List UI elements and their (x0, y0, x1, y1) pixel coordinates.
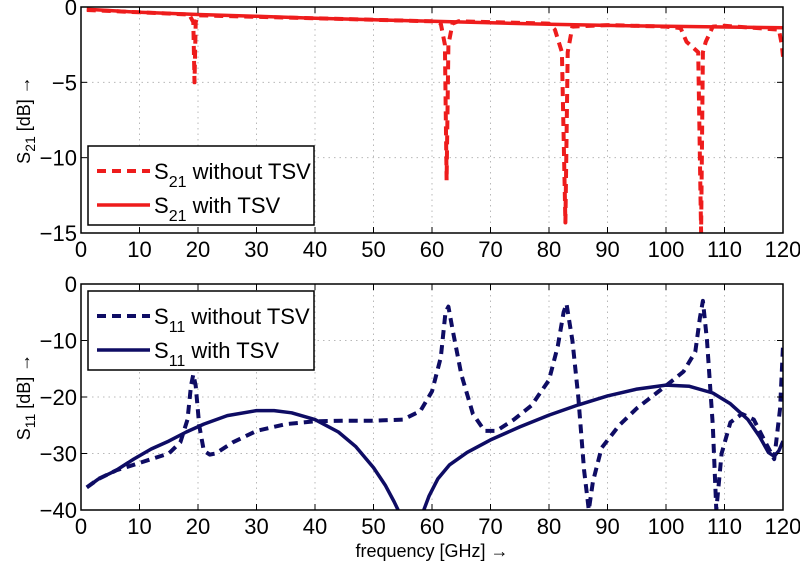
ticks: 0 10 20 30 40 50 60 70 80 90 100 110 120 0 −5 −10 −15 (40, 0, 800, 262)
s21-plot: 0 10 20 30 40 50 60 70 80 90 100 110 120 0 −5 −10 −15 S21… (14, 0, 800, 262)
x-tick-label: 110 (707, 237, 742, 262)
x-tick-label: 70 (478, 237, 502, 262)
y-axis-label: S11 [dB] → (14, 354, 38, 441)
x-tick-label: 30 (244, 514, 268, 539)
y-tick-label: −30 (40, 442, 77, 467)
x-tick-label: 90 (595, 237, 619, 262)
x-tick-label: 20 (186, 237, 210, 262)
legend-box (87, 145, 315, 226)
x-tick-label: 10 (127, 514, 151, 539)
y-tick-label: 0 (65, 0, 77, 20)
x-tick-label: 90 (595, 514, 619, 539)
x-tick-label: 60 (420, 514, 444, 539)
x-tick-label: 0 (75, 514, 87, 539)
series-group (86, 7, 783, 233)
legend-box (87, 290, 315, 371)
x-tick-label: 40 (303, 514, 327, 539)
s11-without-tsv-line (85, 298, 783, 510)
x-tick-label: 0 (75, 237, 87, 262)
x-tick-label: 80 (537, 514, 561, 539)
y-tick-label: 0 (65, 272, 77, 297)
y-tick-label: −10 (40, 329, 77, 354)
x-tick-label: 80 (537, 237, 561, 262)
x-tick-label: 10 (127, 237, 151, 262)
s11-plot: 0 10 20 30 40 50 60 70 80 90 100 110 120 0 −10 −20 −30 −4… (14, 272, 800, 561)
y-tick-label: −40 (40, 498, 77, 523)
x-tick-label: 120 (765, 514, 800, 539)
x-tick-label: 60 (420, 237, 444, 262)
x-tick-label: 50 (361, 237, 385, 262)
x-tick-label: 50 (361, 514, 385, 539)
ticks: 0 10 20 30 40 50 60 70 80 90 100 110 120 0 −10 −20 −30 −4… (40, 272, 800, 539)
x-tick-label: 100 (648, 514, 685, 539)
legend-label: S11 without TSV (154, 304, 310, 336)
legend-label: S21 with TSV (154, 193, 281, 225)
legend-label: S21 without TSV (154, 159, 311, 191)
x-tick-label: 110 (707, 514, 742, 539)
x-tick-label: 40 (303, 237, 327, 262)
legend-label: S11 with TSV (154, 338, 279, 370)
s11-with-tsv-line-segment-2 (422, 383, 783, 510)
x-tick-label: 100 (648, 237, 685, 262)
x-axis-label: frequency [GHz] → (355, 541, 508, 561)
y-tick-label: −20 (40, 385, 77, 410)
y-tick-label: −15 (40, 221, 77, 246)
y-tick-label: −5 (52, 70, 77, 95)
x-tick-label: 70 (478, 514, 502, 539)
s11-with-tsv-line (85, 408, 400, 510)
y-tick-label: −10 (40, 146, 77, 171)
y-axis-label: S21 [dB] → (14, 76, 38, 164)
x-tick-label: 120 (765, 237, 800, 262)
series-group (85, 298, 783, 510)
x-tick-label: 20 (186, 514, 210, 539)
x-tick-label: 30 (244, 237, 268, 262)
s21-with-tsv-line (86, 7, 783, 30)
